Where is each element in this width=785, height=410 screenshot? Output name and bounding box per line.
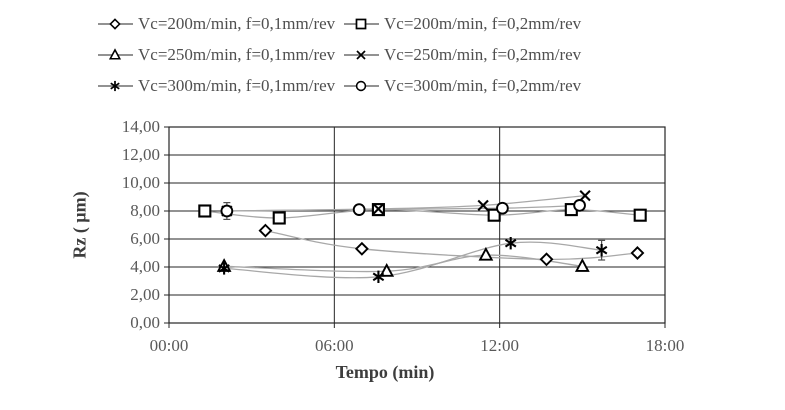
y-tick-label: 14,00: [121, 117, 160, 136]
marker-diamond: [109, 18, 121, 30]
marker-asterisk: [218, 262, 230, 275]
legend-marker-asterisk-icon: [98, 80, 133, 92]
plot-border: [168, 126, 666, 324]
marker-triangle: [379, 262, 395, 277]
marker-square: [487, 208, 501, 222]
marker-square: [355, 18, 367, 30]
x-tick-label: 12:00: [480, 336, 520, 355]
legend-marker-triangle-icon: [98, 48, 133, 60]
marker-circle: [496, 201, 509, 215]
marker-asterisk: [372, 270, 385, 283]
y-tick-label: 12,00: [121, 145, 160, 164]
marker-asterisk: [595, 244, 608, 257]
y-tick-label: 6,00: [130, 229, 160, 248]
x-tick-label: 00:00: [149, 336, 189, 355]
marker-x: [356, 50, 366, 60]
marker-triangle: [478, 246, 494, 261]
y-tick-label: 2,00: [130, 285, 160, 304]
series-line-4: [224, 241, 602, 279]
marker-square: [633, 208, 647, 222]
legend-label: Vc=200m/min, f=0,2mm/rev: [384, 14, 582, 33]
marker-square: [272, 211, 286, 225]
y-tick-label: 0,00: [130, 313, 160, 332]
marker-asterisk: [110, 80, 120, 92]
legend-label: Vc=250m/min, f=0,2mm/rev: [384, 45, 582, 64]
marker-triangle: [574, 258, 590, 272]
legend-label: Vc=300m/min, f=0,1mm/rev: [138, 76, 336, 95]
marker-circle: [352, 203, 366, 216]
marker-x: [372, 203, 385, 215]
marker-diamond: [258, 223, 273, 238]
legend-item-vc300-f01: Vc=300m/min, f=0,1mm/rev: [97, 75, 343, 97]
marker-circle: [355, 80, 367, 92]
series-line-0: [265, 229, 638, 260]
y-tick-label: 10,00: [121, 173, 160, 192]
y-tick-label: 8,00: [130, 201, 160, 220]
legend-label: Vc=200m/min, f=0,1mm/rev: [138, 14, 336, 33]
legend-item-vc250-f02: Vc=250m/min, f=0,2mm/rev: [343, 44, 603, 66]
marker-asterisk: [504, 237, 517, 250]
marker-triangle: [108, 48, 122, 60]
legend-label: Vc=250m/min, f=0,1mm/rev: [138, 45, 336, 64]
series-line-5: [226, 204, 580, 212]
x-tick-label: 06:00: [314, 336, 354, 355]
legend-marker-diamond-icon: [98, 18, 133, 30]
legend-marker-circle-icon: [344, 80, 379, 92]
legend-marker-x-icon: [344, 50, 379, 60]
marker-square: [198, 204, 212, 218]
marker-diamond: [354, 241, 369, 256]
y-tick-label: 4,00: [130, 257, 160, 276]
x-tick-label: 18:00: [645, 336, 685, 355]
legend-item-vc300-f02: Vc=300m/min, f=0,2mm/rev: [343, 75, 603, 97]
legend-label: Vc=300m/min, f=0,2mm/rev: [384, 76, 582, 95]
legend-marker-square-icon: [344, 18, 379, 30]
marker-circle: [573, 199, 586, 212]
marker-x: [579, 189, 591, 202]
marker-diamond: [630, 246, 645, 260]
marker-x: [477, 199, 489, 212]
chart-legend: Vc=200m/min, f=0,1mm/rev Vc=200m/min, f=…: [97, 13, 603, 97]
series-line-2: [224, 254, 583, 273]
legend-item-vc250-f01: Vc=250m/min, f=0,1mm/rev: [97, 44, 343, 66]
y-axis-title: Rz ( µm): [69, 191, 90, 259]
marker-circle: [220, 204, 234, 218]
legend-item-vc200-f01: Vc=200m/min, f=0,1mm/rev: [97, 13, 343, 35]
legend-item-vc200-f02: Vc=200m/min, f=0,2mm/rev: [343, 13, 603, 35]
x-axis-title: Tempo (min): [335, 362, 435, 382]
marker-diamond: [539, 252, 554, 267]
